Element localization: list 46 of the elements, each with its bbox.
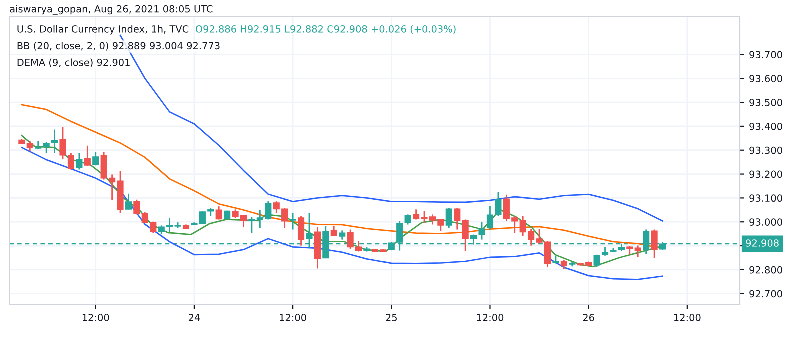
x-tick-label: 25 xyxy=(386,314,397,322)
x-tick-label: 24 xyxy=(188,314,200,322)
candlestick xyxy=(462,219,469,252)
candlestick xyxy=(92,152,100,166)
candlestick xyxy=(51,129,58,154)
y-tick-label: 93.600 xyxy=(750,75,782,82)
candlestick xyxy=(651,229,658,259)
candlestick xyxy=(404,214,412,226)
y-tick-label: 93.500 xyxy=(750,99,782,106)
x-tick-label: 12:00 xyxy=(280,314,306,322)
y-tick-label: 93.100 xyxy=(750,194,782,202)
candlestick xyxy=(446,207,452,229)
text: U.S. Dollar Currency Index, 1h, TVC xyxy=(18,25,189,35)
y-tick-label: 92.800 xyxy=(750,266,782,274)
candlestick xyxy=(495,191,502,218)
candlestick xyxy=(84,145,91,168)
candlestick xyxy=(594,254,600,268)
x-tick-label: 12:00 xyxy=(674,314,701,322)
candlestick xyxy=(216,206,222,220)
candlestick xyxy=(26,140,34,152)
x-tick-label: 12:00 xyxy=(82,314,110,322)
candlestick xyxy=(330,226,338,238)
ref-line-label: 92.908 xyxy=(746,240,779,247)
x-tick-label: 26 xyxy=(583,314,594,322)
candlestick xyxy=(339,230,346,240)
candlestick xyxy=(290,212,296,230)
y-tick-label: 93.200 xyxy=(750,170,782,178)
y-tick-label: 93.000 xyxy=(750,218,782,226)
x-tick-label: 12:00 xyxy=(477,314,504,322)
candlestick xyxy=(454,208,461,230)
annotation: BB (20, close, 2, 0) 92.889 93.004 92.773 xyxy=(18,42,220,51)
line-series xyxy=(21,147,664,280)
candlestick xyxy=(125,193,132,210)
candlestick xyxy=(634,245,642,258)
y-tick-label: 92.700 xyxy=(750,290,782,298)
candlestick xyxy=(76,152,83,170)
text: aiswarya_gopan, Aug 26, 2021 08:05 UTC xyxy=(10,5,213,15)
y-tick-label: 93.700 xyxy=(750,51,782,59)
candlestick xyxy=(43,142,50,154)
y-tick-label: 93.400 xyxy=(750,122,782,130)
y-tick-label: 93.300 xyxy=(750,146,782,154)
text: O92.886 H92.915 L92.882 C92.908 +0.026 (+0.03%) xyxy=(196,25,456,34)
candlestick xyxy=(298,216,305,246)
annotation: DEMA (9, close) 92.901 xyxy=(18,58,130,68)
candlestick xyxy=(486,206,494,230)
candlestick xyxy=(134,199,140,216)
